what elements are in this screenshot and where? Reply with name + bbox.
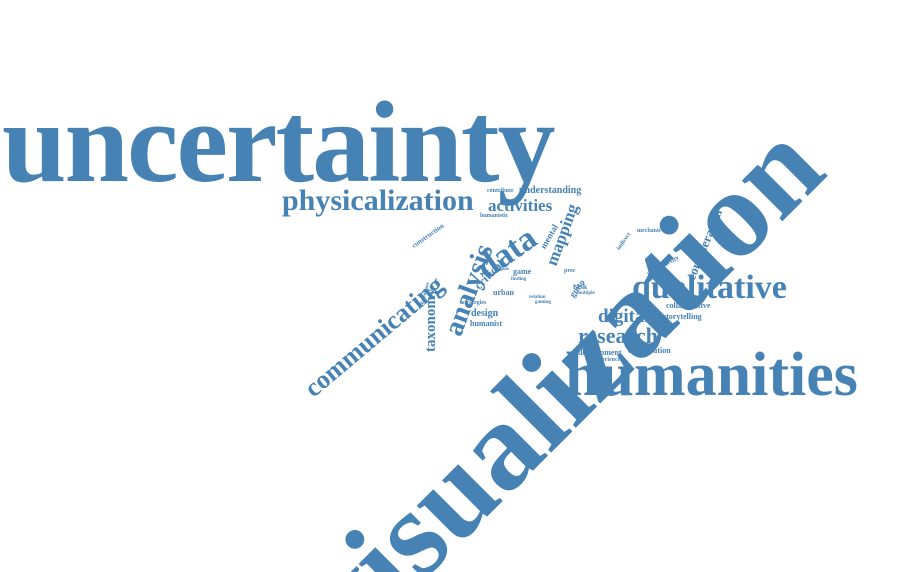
word-uncertainty: uncertainty (2, 79, 555, 207)
word-urban: urban (493, 288, 514, 297)
word-finding: finding (511, 277, 527, 282)
word-design: design (471, 308, 499, 319)
word-humanistic: humanistic (480, 213, 509, 219)
word-humanist: humanist (470, 319, 503, 328)
word-quos: quos (499, 267, 510, 272)
word-digital: digital (598, 306, 650, 327)
word-activities: activities (488, 196, 553, 215)
word-gaming: gaming (535, 300, 551, 305)
word-experience: experience (593, 357, 621, 363)
word-relation: relation (529, 295, 546, 300)
word-strategies: strategies (462, 300, 487, 306)
word-research: research (578, 323, 658, 348)
word-game: game (513, 267, 532, 276)
word-proc: proc (564, 268, 576, 274)
word-physicalization: physicalization (282, 184, 474, 217)
word-collaborative: collaborative (666, 301, 711, 310)
word-development: development (578, 348, 622, 357)
word-multiple: multiple (577, 291, 595, 296)
word-storytelling: storytelling (663, 312, 702, 321)
word-humanities: humanities (565, 341, 858, 409)
word-qualitative: qualitative (632, 269, 787, 306)
word-understanding: understanding (519, 185, 582, 196)
word-task: task (573, 282, 588, 291)
word-mechanic: mechanic (637, 228, 662, 234)
word-contribute: contribute (487, 188, 514, 194)
word-contribution: contribution (628, 346, 671, 355)
word-construction: construction (410, 221, 446, 250)
